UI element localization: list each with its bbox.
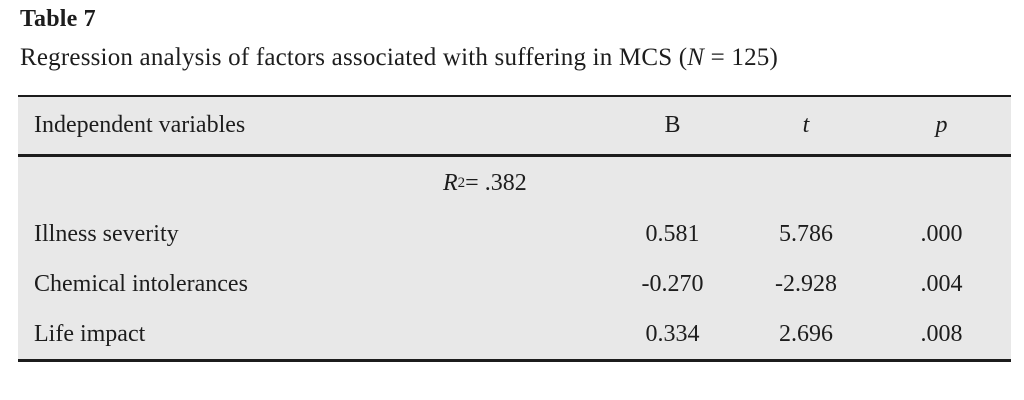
- caption-sample-size-value: = 125): [704, 44, 778, 71]
- table-row: Life impact 0.334 2.696 .008: [18, 309, 1011, 359]
- header-col-p: p: [935, 112, 948, 138]
- cell-p-value: .004: [920, 270, 963, 297]
- cell-t-value: 2.696: [779, 320, 833, 347]
- caption-sample-size-symbol: N: [687, 44, 705, 71]
- header-col-t: t: [802, 112, 810, 138]
- cell-p-value: .000: [920, 220, 963, 247]
- cell-t-value: -2.928: [775, 270, 837, 297]
- row-label: Life impact: [34, 320, 146, 347]
- table-row: Illness severity 0.581 5.786 .000: [18, 209, 1011, 259]
- table-header-row: Independent variables B t p: [18, 97, 1011, 157]
- cell-b-value: 0.581: [645, 220, 700, 247]
- cell-b-value: -0.270: [641, 270, 704, 297]
- r-squared-symbol: R: [443, 169, 458, 196]
- cell-t-value: 5.786: [779, 220, 833, 247]
- r-squared-value: = .382: [465, 169, 527, 196]
- caption-text: Regression analysis of factors associate…: [20, 44, 688, 71]
- row-label: Chemical intolerances: [34, 270, 248, 297]
- table-caption: Regression analysis of factors associate…: [20, 44, 778, 72]
- cell-p-value: .008: [920, 320, 963, 347]
- table-title: Table 7: [20, 6, 96, 32]
- table-row: Chemical intolerances -0.270 -2.928 .004: [18, 259, 1011, 309]
- row-label: Illness severity: [34, 220, 179, 247]
- header-independent-variables: Independent variables: [34, 112, 246, 138]
- header-col-b: B: [664, 112, 681, 138]
- cell-b-value: 0.334: [645, 320, 700, 347]
